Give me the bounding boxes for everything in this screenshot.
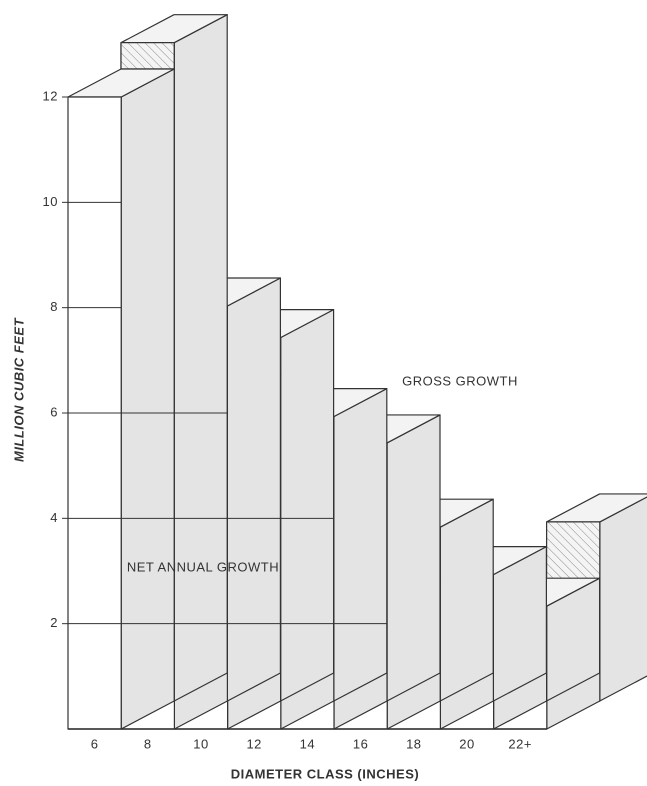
x-tick-label: 18 [406, 736, 421, 751]
series-label: NET ANNUAL GROWTH [127, 559, 279, 574]
y-axis-title: MILLION CUBIC FEET [11, 317, 26, 462]
x-tick-label: 16 [353, 736, 368, 751]
y-tick-label: 6 [50, 404, 58, 419]
gross-excess-hatch [120, 42, 175, 70]
x-tick-label: 14 [300, 736, 315, 751]
y-tick-label: 4 [50, 510, 58, 525]
series-label: GROSS GROWTH [402, 373, 518, 388]
gross-bar-side [386, 414, 441, 702]
x-tick-label: 6 [91, 736, 99, 751]
y-tick-label: 8 [50, 299, 58, 314]
y-tick-label: 12 [43, 88, 58, 103]
x-tick-label: 10 [193, 736, 208, 751]
x-axis-title: DIAMETER CLASS (INCHES) [231, 766, 419, 781]
gross-bar-side [226, 277, 281, 702]
gross-bar-side [173, 14, 228, 702]
y-tick-label: 2 [50, 615, 58, 630]
gross-bar-side [333, 388, 388, 702]
y-tick-label: 10 [43, 194, 58, 209]
x-tick-label: 22+ [508, 736, 532, 751]
gross-bar-side [280, 309, 335, 702]
gross-bar-side [599, 496, 647, 702]
x-tick-label: 20 [459, 736, 474, 751]
x-tick-label: 8 [144, 736, 152, 751]
net-bar-side [120, 68, 175, 730]
gross-bar-side [439, 498, 494, 702]
x-tick-label: 12 [246, 736, 261, 751]
